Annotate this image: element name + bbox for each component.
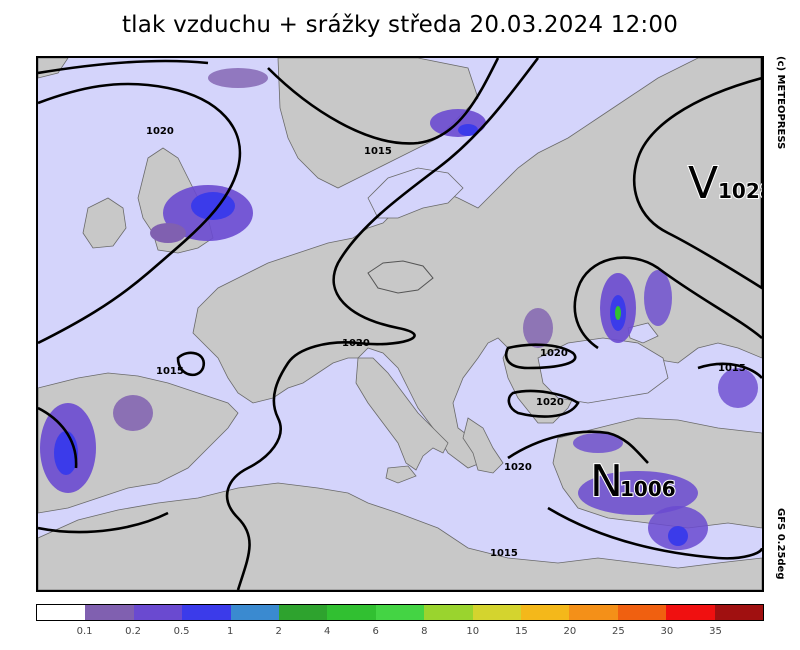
legend-label: 4: [324, 626, 331, 637]
isobar: [38, 82, 242, 345]
legend-swatch: [133, 605, 183, 620]
credit-meteopress: (c) METEOPRESS: [775, 56, 786, 150]
pressure-labels: 1020 1015 1020 1015 1020 1020 1020 1015 …: [146, 126, 746, 559]
legend-swatch: [472, 605, 522, 620]
isobar: [573, 256, 762, 350]
legend-swatch: [617, 605, 667, 620]
legend-swatch: [327, 605, 376, 620]
scandinavia: [277, 58, 479, 189]
legend-swatch: [666, 605, 715, 620]
legend-label: 1: [226, 626, 234, 637]
italy: [355, 357, 449, 471]
isobar-label: 1015: [490, 548, 518, 559]
legend-swatch: [230, 605, 280, 620]
legend-swatch: [85, 605, 134, 620]
legend-label: 8: [421, 626, 428, 637]
isobar-label: 1020: [504, 462, 532, 473]
legend-swatch: [279, 605, 328, 620]
czech-border: [367, 260, 434, 294]
legend-label: 20: [563, 626, 577, 637]
isobar: [38, 406, 78, 469]
legend-label: 0.1: [76, 626, 93, 637]
legend-swatch: [182, 605, 231, 620]
isobar: [697, 362, 762, 379]
sicily: [385, 465, 417, 484]
isobar: [507, 430, 649, 464]
legend-swatch: [714, 605, 764, 620]
legend-label: 0.2: [125, 626, 142, 637]
isobar-label: 1020: [540, 348, 568, 359]
legend-labels: 0.1 0.2 0.5 1 2 4 6 8 10 15 20 25 30 35: [36, 626, 764, 640]
north-africa: [38, 482, 762, 590]
isobar: [504, 343, 577, 370]
legend-label: 0.5: [173, 626, 190, 637]
high-center-value: 1028: [718, 179, 762, 203]
pressure-centers: V 1028 N 1006: [589, 157, 762, 508]
legend-swatch: [424, 605, 473, 620]
legend-swatch: [375, 605, 425, 620]
legend-swatch: [521, 605, 570, 620]
legend-label: 35: [709, 626, 722, 637]
isobar: [633, 58, 762, 290]
isobar: [267, 58, 500, 145]
isobar: [507, 389, 580, 418]
isobar-label: 1015: [718, 363, 746, 374]
legend-label: 15: [514, 626, 528, 637]
isobar: [225, 58, 540, 590]
low-center-letter: N: [590, 456, 623, 507]
isobar: [38, 59, 209, 75]
azov-sea: [627, 322, 659, 344]
isobar-label: 1020: [146, 126, 174, 137]
legend-label: 6: [372, 626, 379, 637]
black-sea: [537, 337, 669, 404]
isobar-label: 1020: [342, 338, 370, 349]
isobar: [547, 506, 762, 560]
weather-map: 1020 1015 1020 1015 1020 1020 1020 1015 …: [36, 56, 764, 592]
low-center-value: 1006: [620, 477, 676, 501]
isobars: [38, 58, 762, 590]
ireland: [82, 197, 127, 249]
isobar: [176, 351, 206, 377]
high-center-letter: V: [688, 158, 718, 209]
isobar-label: 1015: [156, 366, 184, 377]
legend-label: 2: [275, 626, 282, 637]
precipitation-legend: [36, 604, 764, 621]
legend-swatch: [569, 605, 618, 620]
legend-label: 10: [466, 626, 480, 637]
map-canvas: 1020 1015 1020 1015 1020 1020 1020 1015 …: [38, 58, 762, 590]
isobar: [38, 511, 169, 534]
map-title: tlak vzduchu + srážky středa 20.03.2024 …: [121, 12, 679, 38]
isobar-label: 1020: [536, 397, 564, 408]
isobar-label: 1015: [364, 146, 392, 157]
legend-label: 25: [612, 626, 625, 637]
legend-swatch: [37, 605, 86, 620]
credit-model: GFS 0.25deg: [775, 508, 786, 580]
greece: [462, 417, 504, 474]
legend-label: 30: [660, 626, 674, 637]
